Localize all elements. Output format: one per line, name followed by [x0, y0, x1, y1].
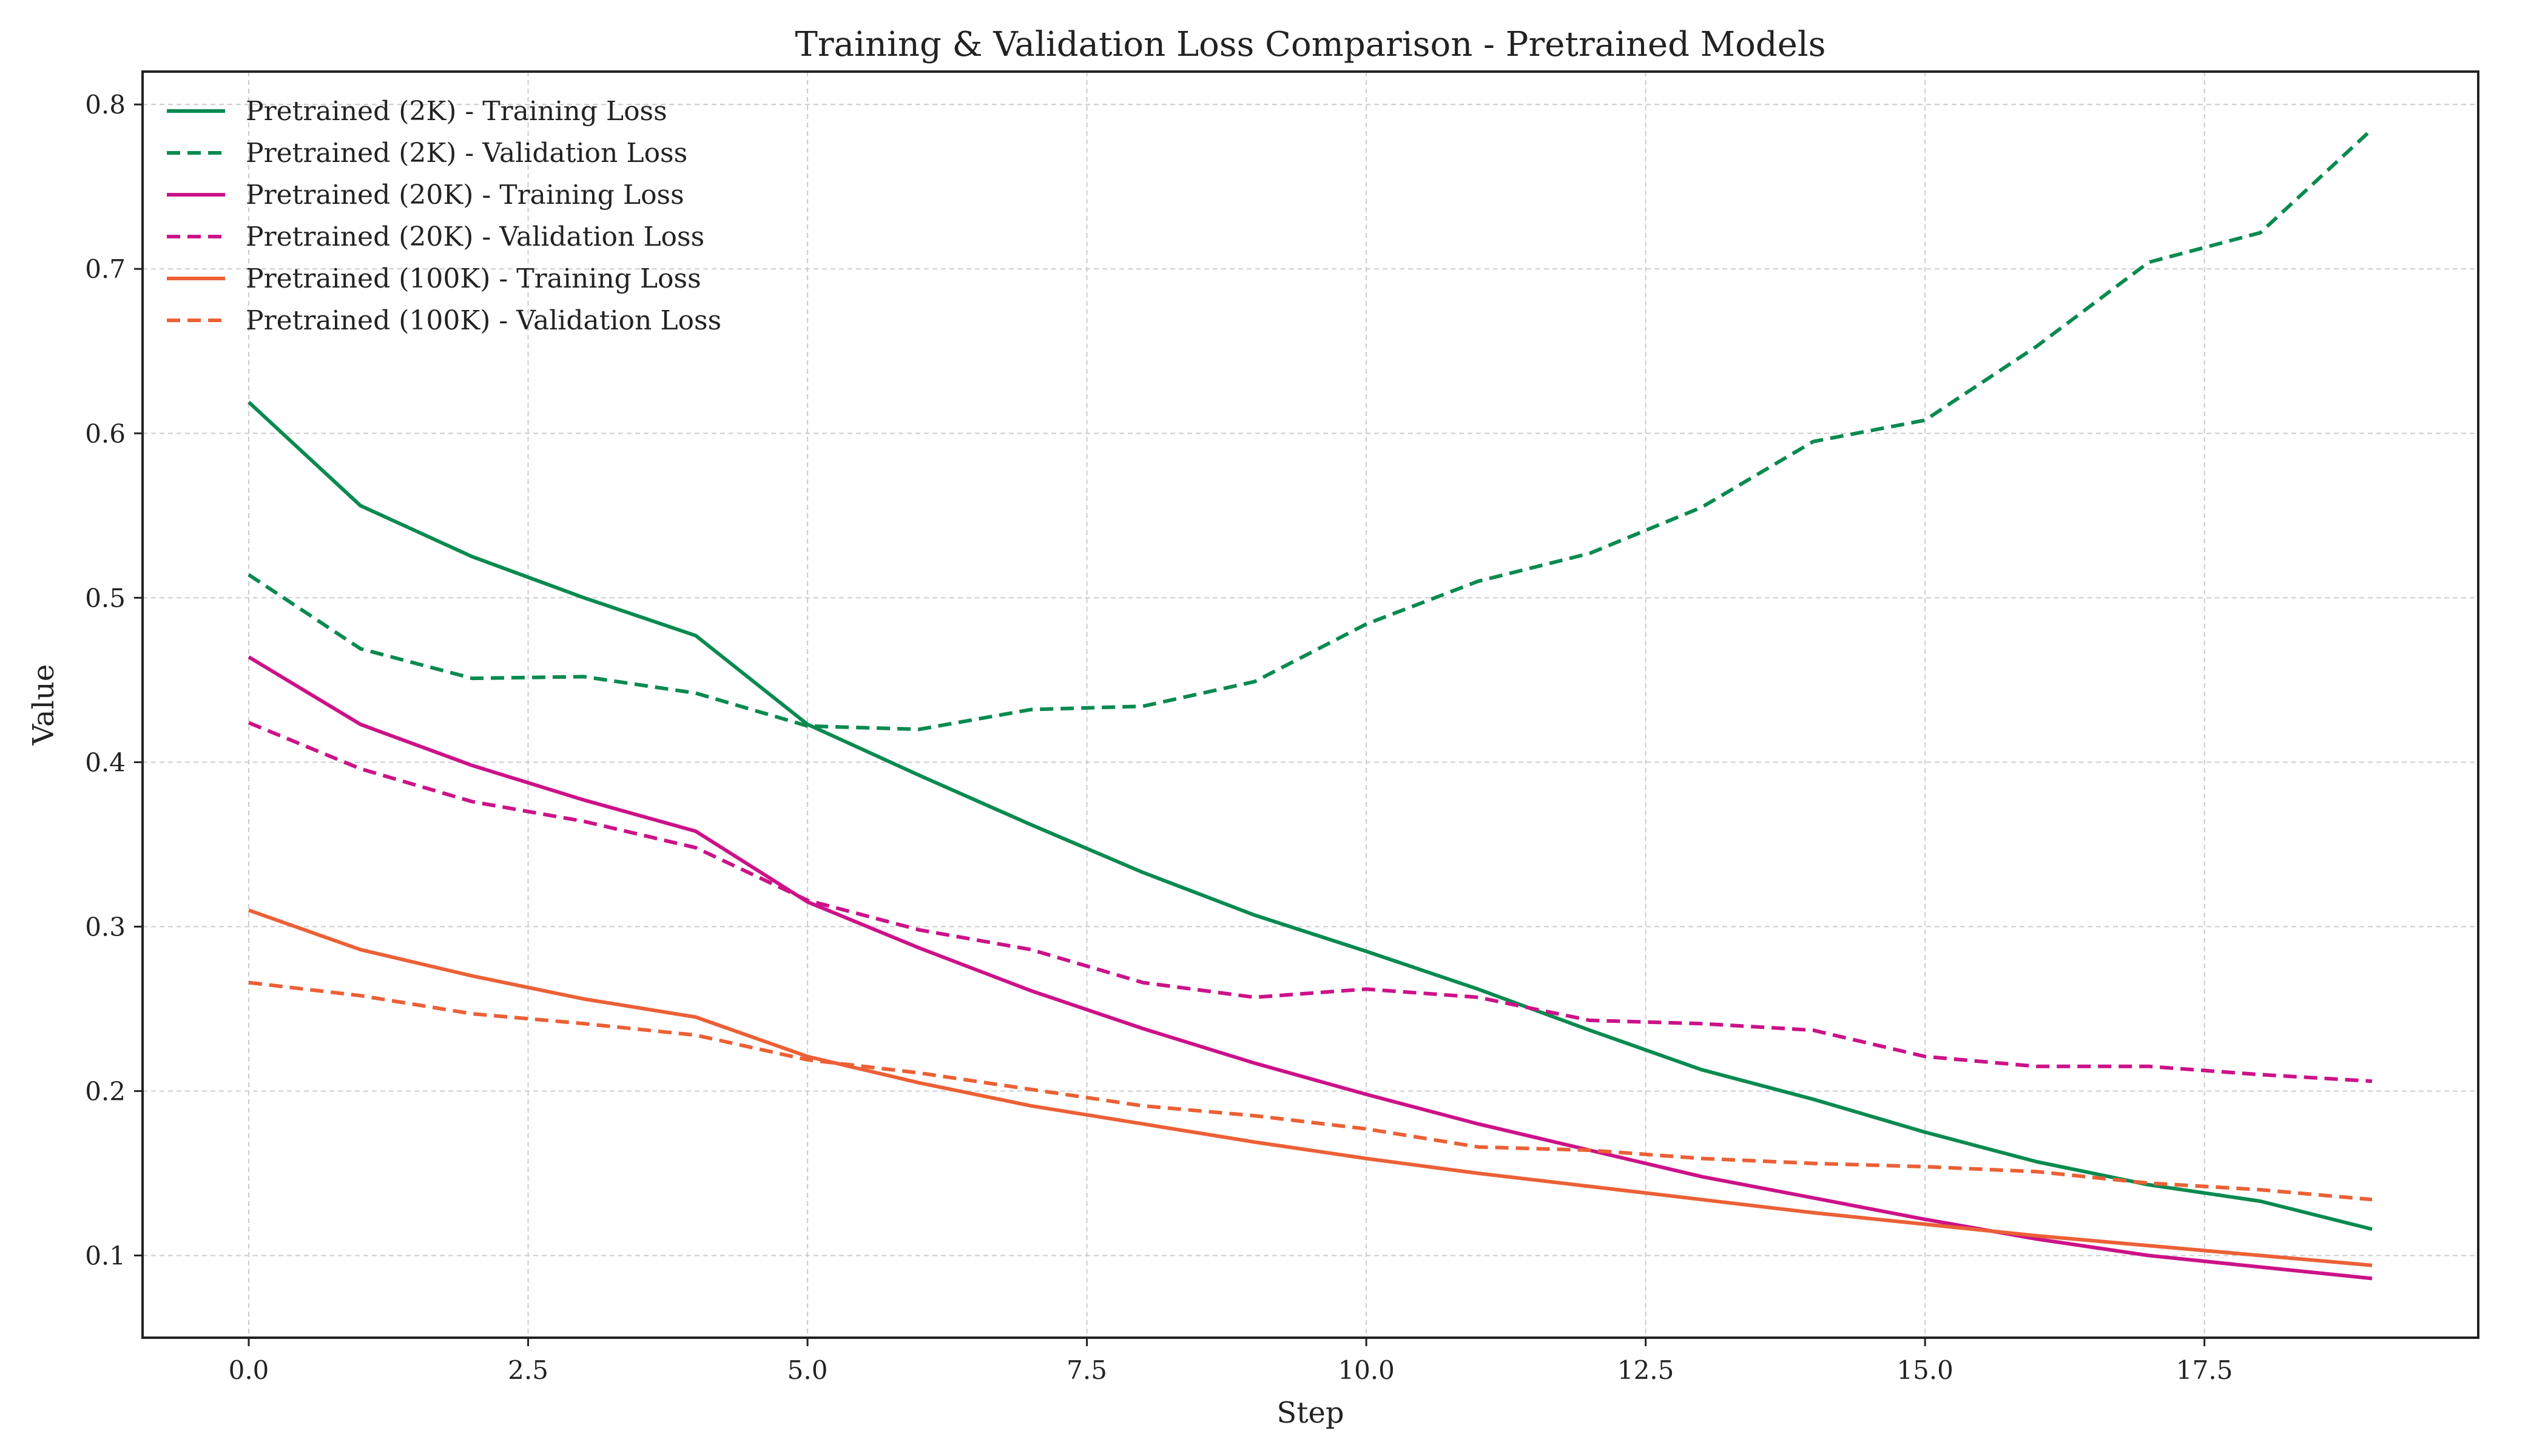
x-tick-label: 15.0 — [1896, 1355, 1953, 1385]
series-line-1 — [247, 400, 2373, 1232]
y-tick-label: 0.8 — [85, 90, 126, 120]
y-axis-label: Value — [27, 664, 61, 746]
y-tick-label: 0.2 — [85, 1076, 126, 1106]
legend-label-2: Pretrained (2K) - Validation Loss — [246, 138, 687, 169]
legend-label-5: Pretrained (100K) - Training Loss — [246, 263, 701, 294]
y-tick-label: 0.4 — [85, 747, 126, 777]
y-tick-label: 0.7 — [85, 254, 126, 284]
legend-label-6: Pretrained (100K) - Validation Loss — [246, 305, 721, 336]
grid — [143, 72, 2478, 1338]
x-tick-label: 7.5 — [1067, 1355, 1107, 1385]
y-tick-label: 0.1 — [85, 1241, 126, 1270]
series-layer — [247, 127, 2374, 1281]
legend-label-4: Pretrained (20K) - Validation Loss — [246, 221, 704, 252]
x-tick-label: 10.0 — [1338, 1355, 1395, 1385]
axis-ticks: 0.0 2.5 5.0 7.5 10.0 12.5 15.0 17.5 0.1 0.2 0.3 0.4… — [85, 90, 2233, 1385]
x-tick-label: 0.0 — [229, 1355, 269, 1385]
y-tick-label: 0.6 — [85, 419, 126, 448]
chart-title: Training & Validation Loss Comparison - … — [795, 25, 1825, 64]
x-tick-label: 12.5 — [1617, 1355, 1674, 1385]
plot-frame — [141, 70, 2479, 1339]
x-tick-label: 5.0 — [787, 1355, 828, 1385]
y-tick-label: 0.5 — [85, 583, 126, 613]
legend-label-1: Pretrained (2K) - Training Loss — [246, 96, 667, 127]
x-tick-label: 2.5 — [508, 1355, 548, 1385]
series-line-3 — [248, 655, 2373, 1281]
x-tick-label: 17.5 — [2176, 1355, 2233, 1385]
legend-label-3: Pretrained (20K) - Training Loss — [246, 180, 684, 211]
series-line-6 — [248, 980, 2373, 1202]
series-line-2 — [248, 127, 2374, 732]
series-line-4 — [248, 721, 2373, 1084]
x-axis-label: Step — [1276, 1396, 1344, 1430]
legend: Pretrained (2K) - Training Loss Pretraine… — [167, 96, 721, 336]
series-line-5 — [248, 908, 2373, 1267]
y-tick-label: 0.3 — [85, 912, 126, 942]
